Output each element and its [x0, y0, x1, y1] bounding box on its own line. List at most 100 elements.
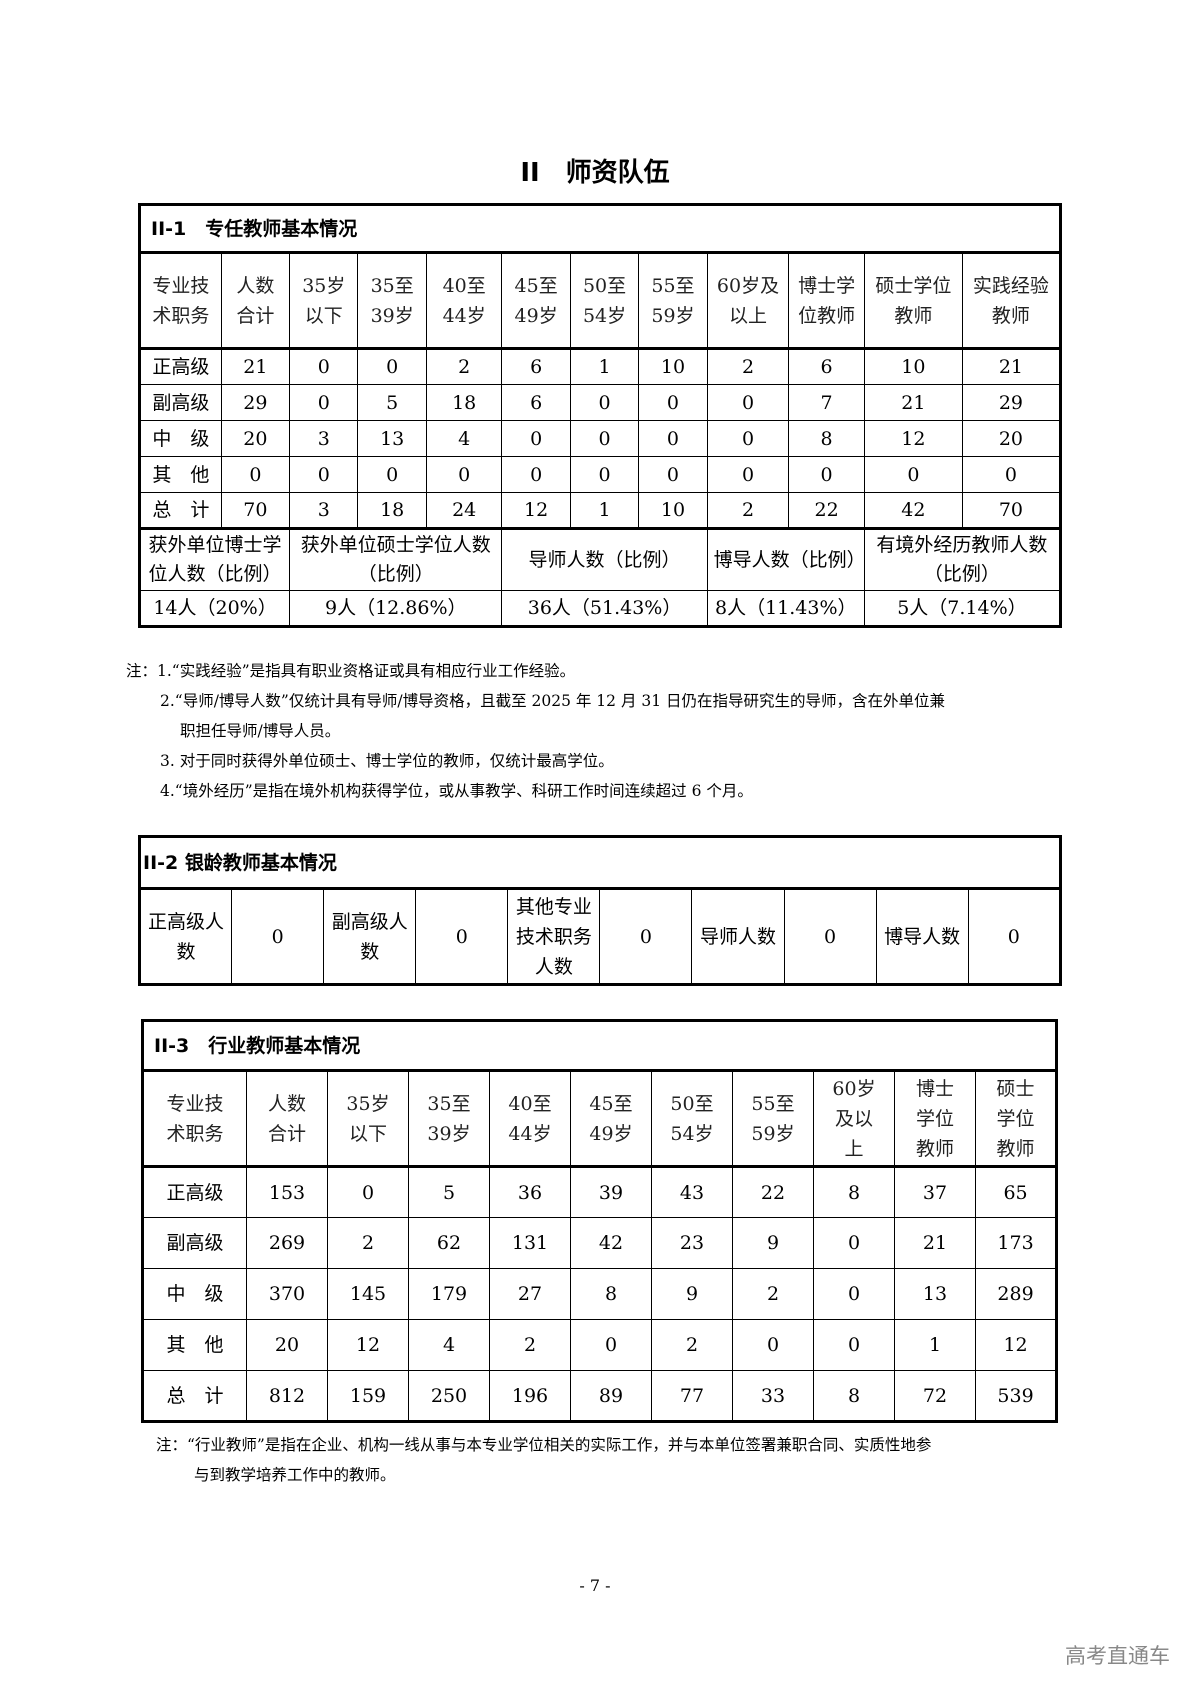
summary-header: 博导人数（比例） — [706, 528, 866, 591]
table-cell: 0 — [813, 1217, 895, 1269]
table-cell: 0 — [638, 384, 708, 421]
table-cell: 89 — [570, 1370, 652, 1422]
table-cell: 39 — [570, 1166, 652, 1218]
column-header: 45至49岁 — [501, 252, 571, 350]
row-header: 总 计 — [139, 492, 222, 530]
table-cell: 0 — [289, 456, 359, 493]
table-cell: 20 — [220, 420, 291, 457]
table-cell: 18 — [357, 492, 427, 530]
table-cell: 0 — [570, 1319, 652, 1371]
table-cell: 10 — [863, 348, 963, 385]
note: 注：1.“实践经验”是指具有职业资格证或具有相应行业工作经验。 — [126, 662, 576, 680]
table-cell: 2 — [706, 492, 790, 530]
table-cell: 77 — [651, 1370, 733, 1422]
field-value: 0 — [415, 888, 509, 985]
column-header: 40至44岁 — [425, 252, 503, 350]
row-header: 其 他 — [139, 456, 222, 493]
table-caption: II-2 银龄教师基本情况 — [139, 836, 1061, 890]
column-header: 人数合计 — [220, 252, 291, 350]
column-header: 35至39岁 — [357, 252, 427, 350]
table-cell: 21 — [894, 1217, 976, 1269]
table-cell: 6 — [788, 348, 865, 385]
table-row: 专业技术职务 人数合计 35岁以下 35至39岁 40至44岁 45至49岁 50至54岁 5… — [142, 1070, 1058, 1168]
field-label: 正高级人数 — [138, 888, 233, 985]
table-cell: 812 — [246, 1370, 328, 1422]
table-cell: 153 — [246, 1166, 328, 1218]
column-header: 35至39岁 — [408, 1070, 490, 1168]
column-header: 人数合计 — [246, 1070, 328, 1168]
table-cell: 20 — [961, 420, 1062, 457]
table-row: 副高级 29 0 5 18 6 0 0 0 7 21 29 — [139, 384, 1062, 421]
table-cell: 20 — [246, 1319, 328, 1371]
row-header: 副高级 — [139, 384, 222, 421]
table-cell: 0 — [638, 456, 708, 493]
table-cell: 65 — [974, 1166, 1058, 1218]
table-cell: 0 — [788, 456, 865, 493]
watermark: 高考直通车 — [1065, 1644, 1170, 1668]
summary-value: 14人（20%） — [138, 590, 291, 627]
table-cell: 0 — [569, 384, 640, 421]
table-row: 专业技术职务 人数合计 35岁以下 35至39岁 40至44岁 45至49岁 50至54岁 5… — [139, 252, 1062, 350]
table-cell: 0 — [569, 456, 640, 493]
table-cell: 13 — [357, 420, 427, 457]
table-cell: 3 — [289, 420, 359, 457]
row-header: 副高级 — [142, 1217, 247, 1269]
table-cell: 0 — [425, 456, 503, 493]
table-cell: 62 — [408, 1217, 490, 1269]
summary-header: 有境外经历教师人数（比例） — [863, 528, 1062, 591]
summary-header: 获外单位博士学位人数（比例） — [138, 528, 291, 591]
table-cell: 289 — [974, 1268, 1058, 1320]
table-cell: 2 — [732, 1268, 814, 1320]
table-cell: 12 — [974, 1319, 1058, 1371]
column-header: 博士学位教师 — [894, 1070, 976, 1168]
table-row: 14人（20%） 9人（12.86%） 36人（51.43%） 8人（11.43%） 5… — [138, 590, 1062, 627]
column-header: 50至54岁 — [651, 1070, 733, 1168]
table-row: 正高级人数 0 副高级人数 0 其他专业技术职务人数 0 导师人数 0 博导人数 0 — [138, 888, 1062, 985]
table-cell: 21 — [220, 348, 291, 385]
field-value: 0 — [231, 888, 325, 985]
section-title: II 师资队伍 — [520, 158, 670, 188]
table-cell: 9 — [651, 1268, 733, 1320]
column-header: 40至44岁 — [489, 1070, 571, 1168]
table-cell: 539 — [974, 1370, 1058, 1422]
table-row: II-1 专任教师基本情况 — [139, 204, 1061, 254]
table-cell: 70 — [961, 492, 1062, 530]
table-row: 获外单位博士学位人数（比例） 获外单位硕士学位人数（比例） 导师人数（比例） 博导人数… — [138, 528, 1062, 591]
summary-value: 36人（51.43%） — [501, 590, 708, 627]
table-row: 正高级 153 0 5 36 39 43 22 8 37 65 — [142, 1166, 1058, 1218]
table-cell: 12 — [327, 1319, 409, 1371]
table-cell: 1 — [569, 348, 640, 385]
table-row: 正高级 21 0 0 2 6 1 10 2 6 10 21 — [139, 348, 1062, 385]
table-cell: 1 — [894, 1319, 976, 1371]
table-cell: 12 — [863, 420, 963, 457]
table-cell: 0 — [706, 456, 790, 493]
field-label: 导师人数 — [691, 888, 785, 985]
table-senior-teachers: II-2 银龄教师基本情况 正高级人数 0 副高级人数 0 其他专业技术职务人数 0 导师人数… — [138, 835, 1062, 986]
field-label: 副高级人数 — [323, 888, 417, 985]
page-number: - 7 - — [579, 1576, 611, 1595]
column-header: 55至59岁 — [638, 252, 708, 350]
column-header: 45至49岁 — [570, 1070, 652, 1168]
table-cell: 2 — [425, 348, 503, 385]
table-cell: 29 — [220, 384, 291, 421]
note: 3. 对于同时获得外单位硕士、博士学位的教师，仅统计最高学位。 — [160, 752, 614, 770]
summary-value: 9人（12.86%） — [289, 590, 503, 627]
table-cell: 2 — [706, 348, 790, 385]
column-header: 硕士学位教师 — [974, 1070, 1058, 1168]
table-cell: 8 — [788, 420, 865, 457]
table-cell: 2 — [327, 1217, 409, 1269]
row-header: 正高级 — [139, 348, 222, 385]
table-cell: 7 — [788, 384, 865, 421]
row-header: 其 他 — [142, 1319, 247, 1371]
table-cell: 70 — [220, 492, 291, 530]
table-cell: 0 — [357, 348, 427, 385]
row-header: 总 计 — [142, 1370, 247, 1422]
summary-value: 5人（7.14%） — [863, 590, 1062, 627]
table-cell: 4 — [408, 1319, 490, 1371]
table-cell: 21 — [863, 384, 963, 421]
table-cell: 0 — [813, 1319, 895, 1371]
field-label: 其他专业技术职务人数 — [507, 888, 601, 985]
table-cell: 8 — [813, 1370, 895, 1422]
table-cell: 24 — [425, 492, 503, 530]
